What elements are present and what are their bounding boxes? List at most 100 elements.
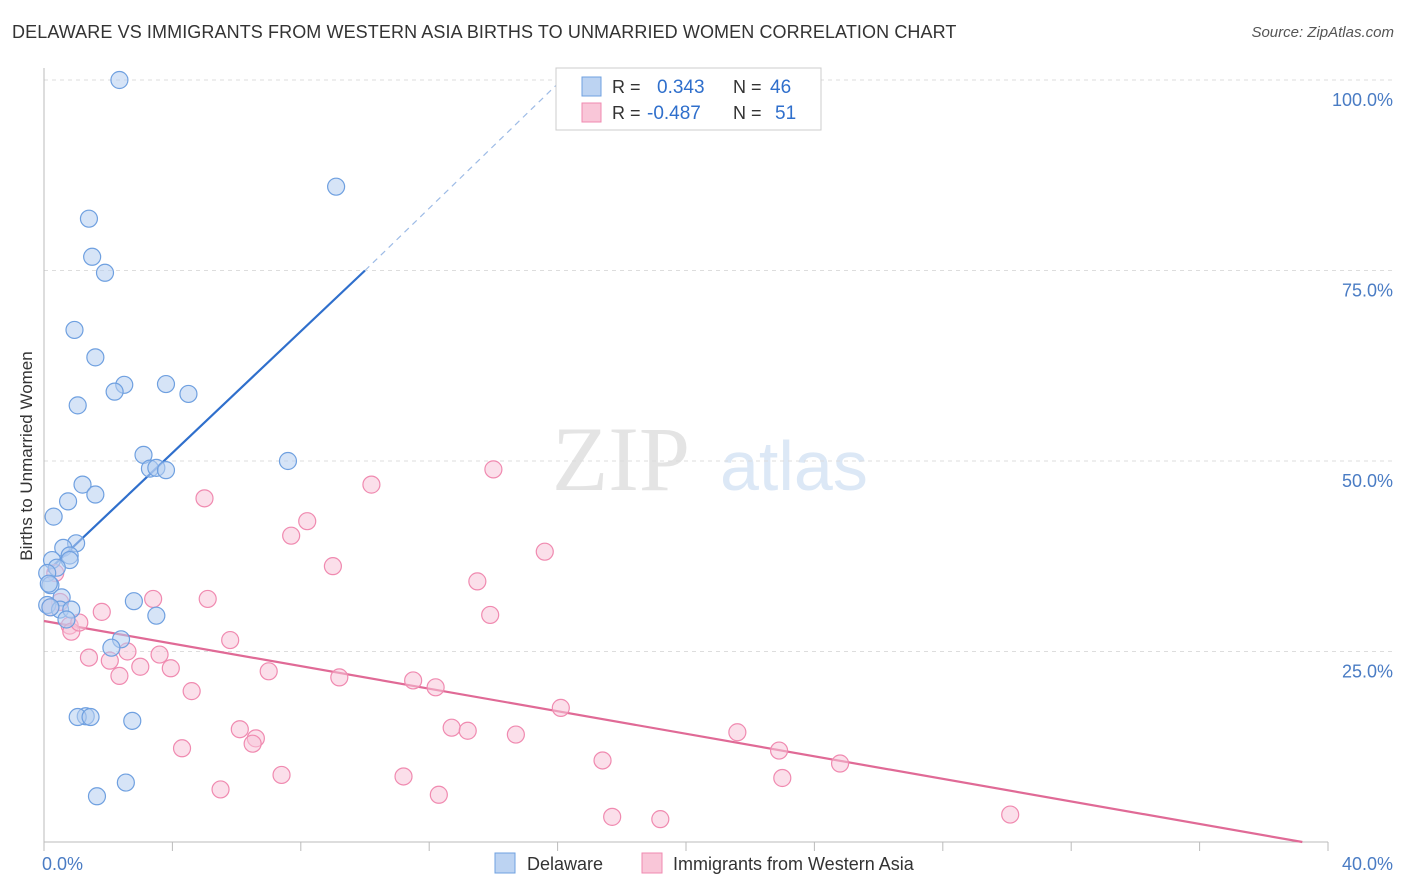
point-immigrants — [323, 557, 342, 576]
point-immigrants — [298, 512, 317, 531]
y-tick-label: 50.0% — [1342, 471, 1393, 491]
point-immigrants — [535, 542, 554, 561]
point-delaware — [327, 177, 346, 196]
point-immigrants — [1001, 805, 1020, 824]
point-immigrants — [603, 807, 622, 826]
point-delaware — [147, 606, 166, 625]
series-legend-swatch-immigrants — [641, 852, 663, 874]
point-immigrants — [272, 765, 291, 785]
point-immigrants — [131, 657, 150, 676]
y-tick-label: 25.0% — [1342, 662, 1393, 682]
point-immigrants — [481, 605, 500, 625]
point-delaware — [44, 507, 63, 526]
point-immigrants — [172, 739, 192, 758]
watermark-zip: ZIP — [552, 408, 690, 510]
tick-labels: 25.0% 50.0% 75.0% 100.0% 0.0% 40.0% — [42, 90, 1393, 874]
point-delaware — [87, 787, 107, 806]
point-immigrants — [79, 648, 99, 667]
legend-n-value-2: 51 — [775, 103, 796, 124]
trend-lines — [43, 83, 1303, 844]
point-delaware — [116, 773, 135, 792]
point-delaware — [73, 475, 92, 494]
point-immigrants — [773, 768, 792, 788]
point-immigrants — [429, 785, 448, 804]
stats-legend: R = 0.343 N = 46 R = -0.487 N = 51 — [555, 67, 822, 131]
trend-line-immigrants — [43, 619, 1303, 844]
point-immigrants — [144, 589, 163, 609]
legend-r-value-2: -0.487 — [647, 103, 701, 124]
point-delaware — [156, 461, 176, 480]
point-delaware — [39, 574, 58, 593]
y-tick-label: 100.0% — [1332, 90, 1393, 110]
legend-r-label-2: R = — [612, 103, 641, 123]
point-immigrants — [426, 678, 445, 697]
y-axis-label: Births to Unmarried Women — [17, 351, 36, 560]
point-immigrants — [230, 720, 249, 739]
point-immigrants — [484, 460, 503, 479]
trend-line-delaware-extension — [364, 83, 559, 271]
point-immigrants — [593, 751, 612, 770]
x-tick-label: 0.0% — [42, 854, 83, 874]
point-immigrants — [330, 668, 349, 687]
point-delaware — [123, 711, 142, 730]
point-delaware — [65, 320, 84, 340]
point-immigrants — [506, 725, 525, 744]
point-delaware — [105, 382, 124, 401]
point-delaware — [156, 374, 176, 394]
series-legend-swatch-delaware — [494, 852, 516, 874]
point-immigrants — [182, 682, 201, 701]
legend-swatch-delaware — [581, 76, 602, 97]
watermark-atlas: atlas — [720, 427, 868, 505]
point-immigrants — [362, 475, 381, 494]
axes — [43, 68, 1329, 851]
point-delaware — [95, 263, 115, 282]
point-immigrants — [551, 698, 570, 717]
point-immigrants — [468, 572, 487, 591]
point-delaware — [79, 209, 99, 228]
point-immigrants — [830, 754, 850, 773]
point-delaware — [124, 592, 143, 611]
legend-r-value-1: 0.343 — [657, 77, 705, 98]
point-delaware — [86, 485, 105, 504]
point-immigrants — [282, 526, 301, 545]
point-delaware — [86, 348, 105, 367]
point-delaware — [179, 384, 198, 404]
point-immigrants — [161, 659, 180, 678]
point-delaware — [110, 70, 129, 90]
point-immigrants — [110, 666, 129, 685]
point-delaware — [278, 451, 298, 471]
point-immigrants — [221, 630, 240, 650]
point-immigrants — [211, 780, 230, 799]
gridlines — [44, 79, 1392, 652]
point-immigrants — [769, 741, 789, 760]
point-immigrants — [150, 645, 169, 664]
chart-title: DELAWARE VS IMMIGRANTS FROM WESTERN ASIA… — [12, 22, 957, 42]
point-immigrants — [458, 721, 477, 740]
series-legend-label-immigrants: Immigrants from Western Asia — [673, 854, 915, 874]
legend-n-label-2: N = — [733, 103, 762, 123]
point-delaware — [102, 638, 121, 657]
source-credit: Source: ZipAtlas.com — [1251, 24, 1394, 41]
point-immigrants — [243, 734, 262, 753]
point-delaware — [57, 610, 76, 629]
point-immigrants — [259, 662, 278, 681]
point-delaware — [83, 247, 102, 266]
legend-swatch-immigrants — [581, 102, 602, 123]
point-delaware — [68, 396, 87, 415]
point-immigrants — [198, 589, 217, 609]
series-legend: Delaware Immigrants from Western Asia — [494, 852, 915, 874]
series-legend-label-delaware: Delaware — [527, 854, 603, 874]
trend-line-delaware — [46, 269, 366, 573]
point-immigrants — [92, 602, 111, 621]
point-immigrants — [728, 723, 747, 742]
point-delaware — [81, 707, 100, 727]
legend-r-label-1: R = — [612, 77, 641, 97]
point-immigrants — [651, 810, 670, 829]
point-delaware — [41, 598, 60, 617]
data-points — [38, 70, 1020, 829]
point-immigrants — [404, 671, 423, 690]
legend-n-value-1: 46 — [770, 77, 791, 98]
point-immigrants — [394, 767, 413, 786]
x-tick-label: 40.0% — [1342, 854, 1393, 874]
